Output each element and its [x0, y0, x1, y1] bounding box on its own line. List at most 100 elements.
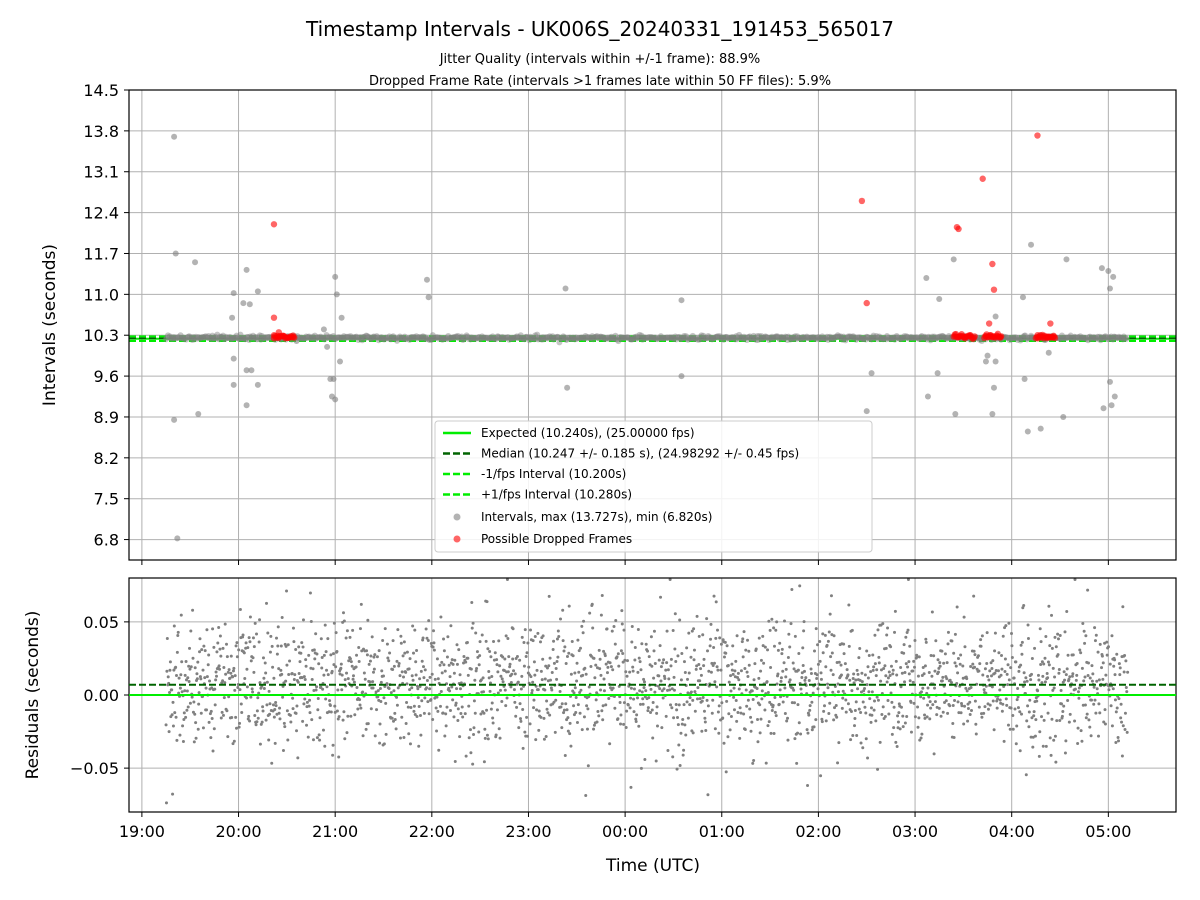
residual-point — [1103, 708, 1107, 712]
residual-point — [411, 678, 415, 682]
interval-point — [544, 334, 551, 341]
interval-point — [829, 334, 836, 341]
interval-point — [631, 334, 638, 341]
interval-point — [578, 334, 585, 341]
residual-point — [1105, 640, 1109, 644]
interval-point — [394, 337, 401, 344]
residual-point — [295, 704, 299, 708]
residual-point — [415, 648, 419, 652]
residual-point — [1115, 652, 1119, 656]
interval-point — [1077, 333, 1084, 340]
residual-point — [394, 727, 398, 731]
residual-point — [507, 655, 511, 659]
residual-point — [569, 672, 573, 676]
residual-point — [655, 724, 659, 728]
residual-point — [840, 706, 844, 710]
residual-point — [590, 602, 594, 606]
residual-point — [665, 661, 669, 665]
residual-point — [1093, 626, 1097, 630]
interval-point — [396, 333, 403, 340]
residual-point — [176, 634, 180, 638]
residual-point — [235, 641, 239, 645]
residual-point — [196, 727, 200, 731]
residual-point — [328, 699, 332, 703]
interval-point — [672, 333, 679, 340]
interval-point — [1099, 335, 1106, 342]
residual-point — [847, 603, 851, 607]
residual-point — [271, 665, 275, 669]
interval-point — [669, 334, 676, 341]
residual-point — [482, 711, 486, 715]
residual-point — [572, 691, 576, 695]
residual-point — [1020, 640, 1024, 644]
residual-point — [953, 699, 957, 702]
residual-point — [277, 667, 281, 671]
interval-point — [759, 335, 766, 342]
residual-point — [479, 678, 483, 682]
residual-point — [575, 661, 579, 665]
residual-point — [828, 612, 832, 616]
residual-point — [672, 675, 676, 679]
residual-point — [514, 714, 518, 718]
interval-point — [786, 334, 793, 341]
interval-point — [566, 334, 573, 341]
interval-point — [395, 335, 401, 342]
residual-point — [819, 671, 823, 675]
residual-point — [402, 675, 406, 679]
residual-point — [621, 651, 625, 655]
residual-point — [666, 668, 670, 672]
residual-point — [919, 690, 923, 694]
residual-point — [346, 714, 350, 718]
residual-point — [1005, 672, 1009, 676]
interval-point — [942, 335, 949, 342]
residual-point — [426, 638, 430, 642]
residual-point — [212, 727, 216, 731]
residual-point — [435, 657, 439, 661]
residual-point — [818, 640, 822, 644]
residual-point — [417, 704, 421, 708]
interval-point — [1079, 335, 1086, 342]
interval-point — [164, 334, 171, 341]
residual-point — [574, 696, 578, 700]
residual-point — [699, 673, 703, 677]
residual-point — [559, 705, 563, 709]
residual-point — [561, 639, 565, 643]
residual-point — [846, 702, 850, 706]
residual-point — [1044, 635, 1048, 639]
residual-point — [566, 729, 570, 733]
residual-point — [379, 700, 383, 704]
interval-point — [542, 334, 549, 341]
residual-point — [302, 702, 306, 706]
residual-point — [351, 628, 355, 632]
residual-point — [1042, 662, 1046, 666]
residual-point — [258, 742, 262, 746]
residual-point — [828, 701, 832, 705]
interval-point — [598, 334, 605, 341]
residual-point — [898, 727, 902, 731]
interval-point — [247, 333, 254, 340]
residual-point — [876, 628, 880, 632]
residual-point — [1047, 663, 1051, 667]
interval-point — [515, 334, 522, 341]
residual-point — [678, 763, 682, 767]
residual-point — [584, 672, 588, 676]
interval-point — [640, 334, 647, 341]
interval-point — [1021, 332, 1028, 339]
residual-point — [1018, 710, 1022, 714]
residual-point — [194, 721, 198, 725]
residual-point — [941, 675, 945, 679]
residual-point — [1074, 678, 1078, 682]
residual-point — [743, 727, 747, 731]
residual-point — [834, 704, 838, 708]
interval-point — [386, 333, 393, 340]
residual-point — [355, 653, 359, 657]
residual-point — [253, 714, 257, 718]
residual-point — [456, 707, 460, 711]
residual-point — [701, 696, 705, 700]
residual-point — [863, 673, 867, 677]
interval-point — [1076, 335, 1083, 342]
residual-point — [290, 672, 294, 676]
interval-point — [382, 334, 389, 341]
residual-point — [219, 716, 223, 720]
residual-point — [416, 696, 420, 700]
